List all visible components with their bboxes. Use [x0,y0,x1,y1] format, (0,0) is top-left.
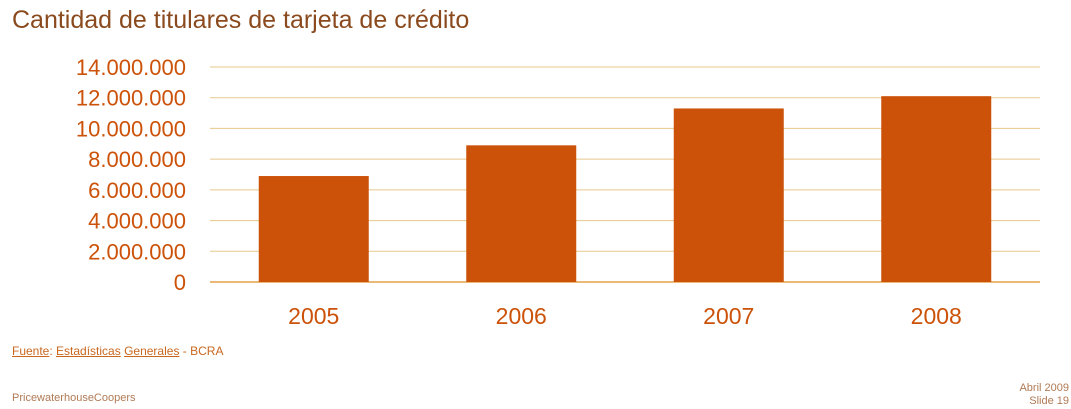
y-tick-label: 2.000.000 [88,239,186,264]
y-tick-label: 12.000.000 [76,86,186,111]
bar-2006 [466,145,577,282]
source-note: Fuente: Estadísticas Generales - BCRA [12,344,223,358]
footer-info: Abril 2009 Slide 19 [1019,382,1069,408]
y-tick-label: 0 [174,270,186,295]
footer-date: Abril 2009 [1019,382,1069,394]
footer-slide: Slide 19 [1029,395,1069,407]
bar-2007 [673,108,784,282]
chart-title: Cantidad de titulares de tarjeta de créd… [12,6,470,34]
y-tick-label: 8.000.000 [88,147,186,172]
x-tick-label: 2006 [496,303,547,329]
bar-chart: 0 2.000.000 4.000.000 6.000.000 8.000.000 10.… [76,55,1040,329]
x-tick-label: 2005 [288,303,339,329]
y-tick-label: 10.000.000 [76,116,186,141]
x-tick-label: 2008 [911,303,962,329]
y-tick-label: 4.000.000 [88,209,186,234]
bar-2008 [881,96,992,282]
x-tick-label: 2007 [703,303,754,329]
source-link-estadisticas[interactable]: Estadísticas [56,344,121,358]
bar-2005 [258,176,369,282]
source-sep1: : [49,344,57,358]
footer-company: PricewaterhouseCoopers [12,392,136,404]
source-suffix: - BCRA [179,344,224,358]
y-tick-label: 14.000.000 [76,55,186,80]
source-link-generales[interactable]: Generales [124,344,180,358]
y-tick-label: 6.000.000 [88,178,186,203]
source-prefix[interactable]: Fuente [12,344,50,358]
